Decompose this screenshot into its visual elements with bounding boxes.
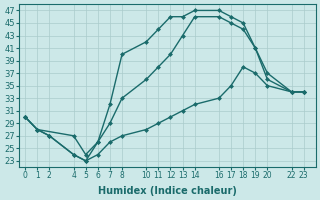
X-axis label: Humidex (Indice chaleur): Humidex (Indice chaleur) <box>98 186 237 196</box>
